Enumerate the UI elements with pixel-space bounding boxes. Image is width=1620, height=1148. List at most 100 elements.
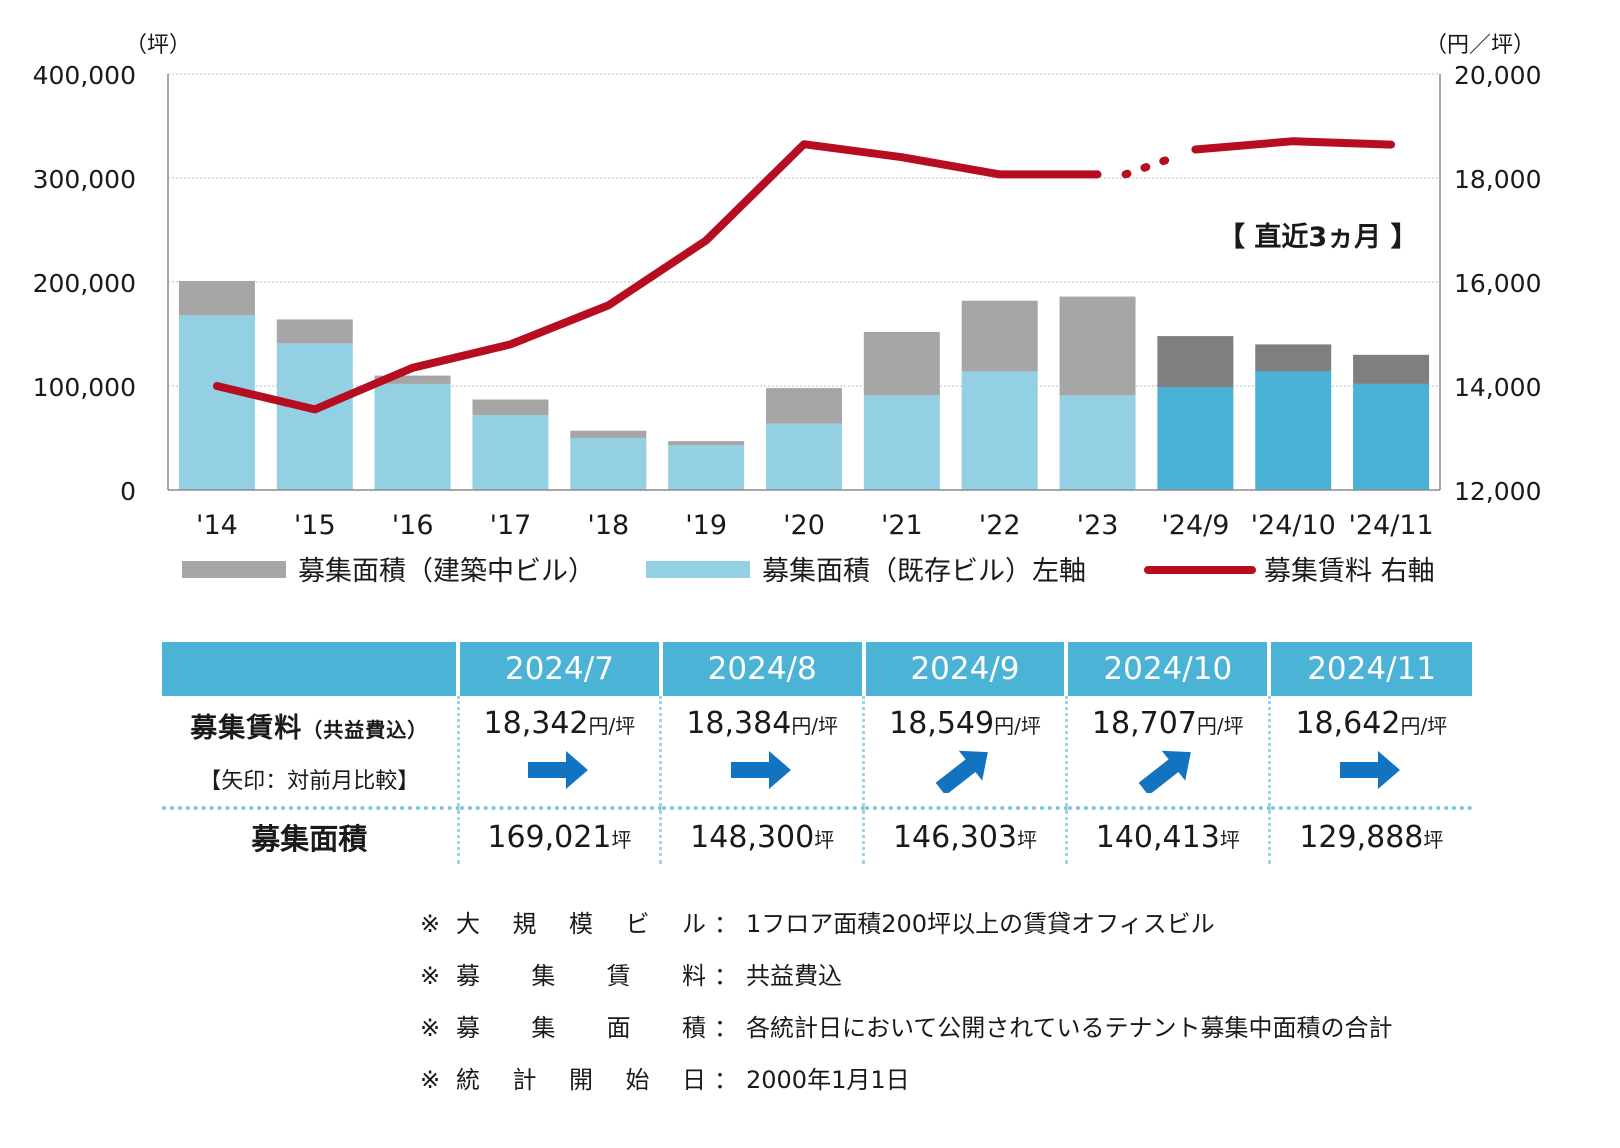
arrow-shape — [1340, 751, 1401, 789]
bar-existing — [1255, 371, 1332, 490]
bar-construction — [863, 331, 940, 396]
bar-construction — [276, 319, 353, 344]
note-key-char: 集 — [531, 962, 556, 990]
bar-existing — [668, 445, 745, 490]
footnote-row: ※ 統 計 開 始 日 ： 2000年1月1日 — [420, 1054, 1393, 1106]
rent-unit: 円/坪 — [1400, 714, 1448, 738]
note-value: 各統計日において公開されているテナント募集中面積の合計 — [746, 1014, 1393, 1042]
bar-existing — [472, 415, 549, 490]
x-tick-label: '16 — [392, 510, 434, 541]
note-key-char: ル — [682, 910, 706, 938]
rent-value: 18,549 — [889, 706, 995, 741]
note-value: 1フロア面積200坪以上の賃貸オフィスビル — [746, 910, 1215, 938]
note-key-char: 模 — [569, 910, 593, 938]
note-key: 募集賃料 — [456, 950, 706, 1002]
bar-construction — [1255, 344, 1332, 372]
note-mark: ※ — [420, 1014, 441, 1042]
bar-existing — [1157, 387, 1234, 490]
bar-construction — [668, 441, 745, 446]
bar-existing — [766, 423, 842, 490]
left-axis-unit: （坪） — [125, 33, 191, 58]
note-key: 統計開始日 — [456, 1054, 706, 1106]
rent-line — [212, 137, 1396, 414]
footnote-row: ※ 募 集 賃 料 ： 共益費込 — [420, 950, 1393, 1002]
trend-arrow-icon — [731, 751, 792, 789]
right-tick-label: 12,000 — [1454, 477, 1541, 506]
note-key-char: 集 — [531, 1014, 556, 1042]
area-value: 140,413 — [1095, 819, 1220, 855]
note-key-char: 開 — [569, 1066, 593, 1094]
bar-existing — [276, 343, 353, 490]
legend-swatch-construction — [182, 561, 286, 578]
rent-value: 18,342 — [483, 706, 589, 741]
note-key-char: 募 — [456, 1014, 480, 1042]
x-tick-label: '15 — [294, 510, 336, 541]
rent-line-recent — [1191, 137, 1396, 154]
note-mark: ※ — [420, 1066, 441, 1094]
legend: 募集面積（建築中ビル） 募集面積（既存ビル）左軸 募集賃料 右軸 — [182, 556, 1435, 587]
bar-existing — [863, 395, 940, 490]
area-row-label: 募集面積 — [162, 808, 460, 864]
axes: 0 12,000 100,000 14,000 200,000 16,000 300,000… — [33, 61, 1542, 541]
x-tick-label: '24/11 — [1348, 510, 1433, 541]
x-tick-label: '17 — [490, 510, 532, 541]
bar-existing — [1059, 395, 1136, 490]
bars — [178, 280, 1430, 490]
trend-arrow-icon — [1340, 751, 1401, 789]
bar-construction — [178, 280, 255, 316]
bar-existing — [178, 315, 255, 490]
note-key-char: 大 — [456, 910, 480, 938]
note-colon: ： — [714, 962, 738, 990]
area-unit: 坪 — [1423, 827, 1444, 852]
note-mark: ※ — [420, 910, 441, 938]
trend-arrow-icon — [935, 750, 988, 793]
footnotes: ※ 大規模ビル： 1フロア面積200坪以上の賃貸オフィスビル ※ 募集賃料：共益費込 … — [420, 898, 1393, 1106]
note-key: 募集面積 — [456, 1002, 706, 1054]
right-tick-label: 14,000 — [1454, 373, 1541, 402]
rent-label: 募集賃料 — [190, 713, 303, 744]
legend-label-construction: 募集面積（建築中ビル） — [298, 556, 595, 587]
right-tick-label: 20,000 — [1454, 61, 1541, 90]
arrow-shape — [1138, 750, 1191, 793]
area-unit: 坪 — [611, 827, 632, 852]
recent-annotation: 【 直近3ヵ月 】 — [1218, 222, 1418, 253]
rent-note: 【矢印：対前月比較】 — [199, 769, 420, 794]
bar-construction — [570, 430, 647, 438]
area-value: 129,888 — [1299, 819, 1424, 855]
arrow-shape — [935, 750, 988, 793]
rent-cell: 18,707円/坪 — [1066, 696, 1271, 810]
footnote-row: ※ 大 規 模 ビ ル ： 1フロア面積200坪以上の賃貸オフィスビル — [420, 898, 1393, 950]
table-header-corner — [162, 642, 460, 696]
rent-row-label: 募集賃料（共益費込） 【矢印：対前月比較】 — [162, 696, 460, 810]
bar-construction — [961, 300, 1038, 372]
legend-swatch-existing — [646, 561, 750, 578]
rent-cell: 18,384円/坪 — [660, 696, 866, 810]
rent-line-gap — [1121, 151, 1184, 179]
legend-label-rent: 募集賃料 右軸 — [1264, 556, 1435, 587]
note-key: 大規模ビル — [456, 898, 706, 950]
area-cell: 148,300坪 — [660, 808, 866, 864]
note-colon: ： — [714, 1014, 738, 1042]
bar-construction — [374, 375, 451, 384]
note-colon: ： — [714, 1066, 738, 1094]
note-key-char: 面 — [606, 1014, 631, 1042]
left-tick-label: 400,000 — [33, 61, 136, 90]
note-key-char: 計 — [512, 1066, 537, 1094]
rent-unit: 円/坪 — [588, 714, 636, 738]
note-key-char: 日 — [682, 1066, 706, 1094]
bar-construction — [472, 399, 549, 416]
table-row-area: 募集面積 169,021坪 148,300坪 146,303坪 140,413坪… — [162, 808, 1472, 864]
right-tick-label: 18,000 — [1454, 165, 1541, 194]
bar-existing — [961, 371, 1038, 490]
table-header-cell: 2024/11 — [1269, 642, 1472, 696]
left-tick-label: 200,000 — [33, 269, 136, 298]
note-key-char: 始 — [625, 1066, 650, 1094]
bar-existing — [374, 383, 451, 490]
bar-existing — [1353, 383, 1430, 490]
area-unit: 坪 — [1017, 827, 1038, 852]
table-header-cell: 2024/8 — [660, 642, 866, 696]
x-tick-label: '22 — [979, 510, 1021, 541]
legend-label-existing: 募集面積（既存ビル）左軸 — [762, 556, 1086, 587]
area-cell: 140,413坪 — [1066, 808, 1271, 864]
rent-value: 18,642 — [1295, 706, 1401, 741]
